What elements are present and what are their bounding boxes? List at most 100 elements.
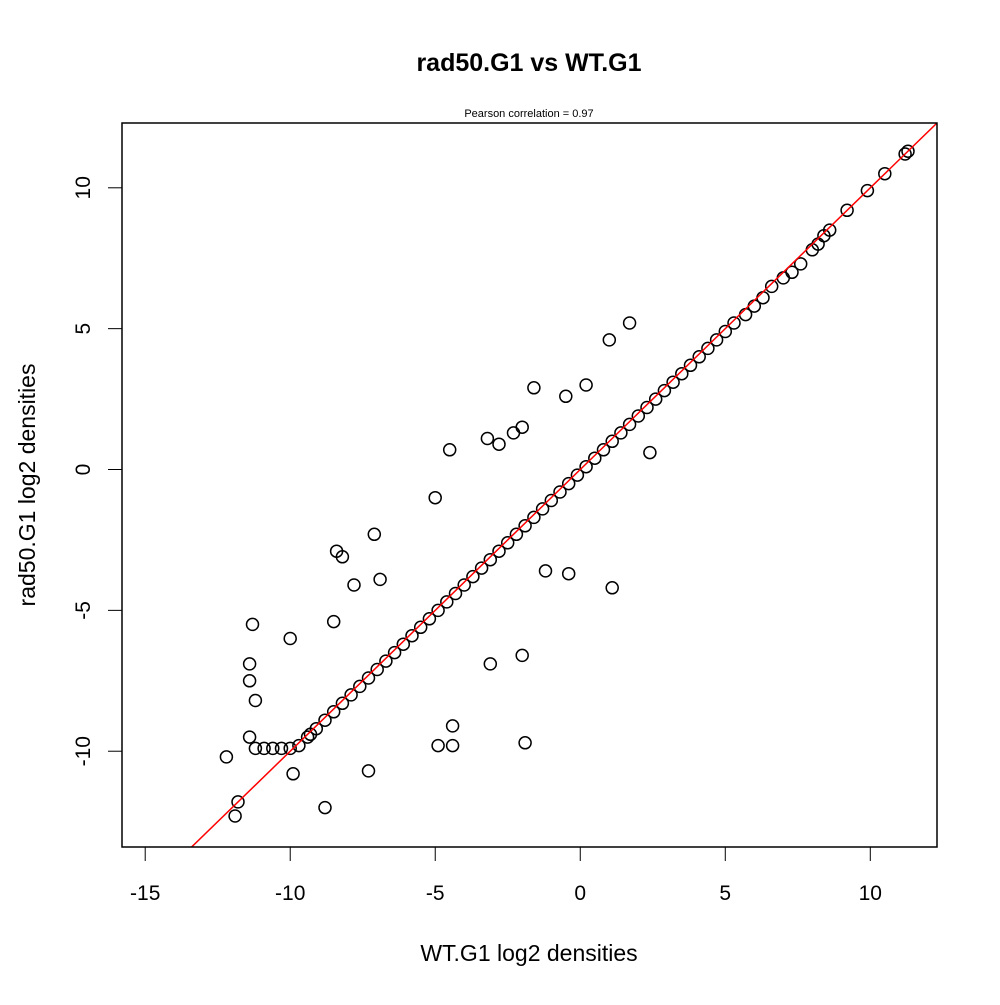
data-point [506,426,521,440]
data-point [318,800,332,815]
data-point [570,468,585,482]
data-point [666,375,680,389]
data-point [431,603,445,618]
y-tick-label: 0 [72,464,95,476]
data-point [483,552,498,567]
data-point [622,316,637,330]
data-point [527,510,541,525]
data-point [643,445,657,460]
y-tick-label: 5 [72,323,95,335]
y-tick-label: 10 [72,176,95,199]
data-point [535,502,550,516]
data-point [228,809,242,823]
data-point [326,705,341,719]
data-point [413,620,428,635]
fit-line [190,123,937,847]
x-tick-label: 5 [719,882,731,905]
data-point [373,572,387,587]
data-point [370,662,384,677]
data-point [675,366,689,381]
data-point [448,586,463,601]
data-point [361,671,376,685]
data-point [515,420,529,434]
data-point [901,144,915,158]
data-point [245,617,260,632]
data-point [718,324,733,339]
data-point [701,341,715,356]
data-point [242,657,257,671]
data-point [344,688,358,702]
data-point [396,637,411,651]
x-tick-label: 10 [859,882,882,905]
data-point [326,614,341,629]
data-point [492,544,506,558]
data-point [422,612,437,626]
x-tick-label: -5 [426,882,445,905]
data-point [605,581,619,595]
data-point [242,730,257,744]
data-point [518,736,532,750]
data-point [776,271,791,285]
data-point [602,333,617,347]
data-point [793,257,808,271]
data-point [474,561,489,575]
data-point [347,578,361,592]
data-point [353,679,367,694]
data-point [640,400,654,415]
data-point [283,631,297,646]
data-point [428,490,442,505]
data-point [266,741,280,756]
data-point [483,657,498,671]
data-point [878,166,892,181]
data-point [231,795,245,809]
data-point [257,741,271,756]
data-point [248,693,263,708]
data-point [242,674,257,688]
data-point [335,696,350,711]
data-point [898,147,912,161]
data-point [445,738,460,753]
x-axis-label: WT.G1 log2 densities [420,940,637,966]
data-point [274,741,289,756]
y-tick-label: -10 [72,736,95,766]
data-point [480,431,495,446]
data-point [579,378,593,392]
data-point [367,527,382,542]
data-point [840,203,854,218]
data-point [614,426,628,440]
data-point [683,358,698,373]
data-point [727,316,741,330]
data-point [538,564,553,578]
data-point [387,645,402,660]
data-point [588,451,602,465]
y-axis-label: rad50.G1 log2 densities [14,364,40,607]
data-point [431,738,445,753]
data-point [361,764,376,778]
data-point [509,527,524,542]
data-point [561,566,576,581]
data-point [318,713,332,727]
data-point [248,741,263,756]
data-point [300,730,315,744]
data-point [405,628,419,643]
data-point [622,417,637,432]
data-point [561,476,576,491]
data-point [648,392,663,406]
x-tick-label: 0 [574,882,586,905]
data-point [283,741,297,756]
plot-frame [121,122,938,848]
data-point [292,738,306,753]
data-point [457,578,471,592]
data-point [860,183,875,198]
data-point [440,595,454,609]
data-point [518,519,532,533]
data-point [527,381,541,395]
data-point [579,459,593,474]
data-point [738,307,753,322]
y-tick-label: -5 [72,601,95,620]
data-point [335,550,350,564]
data-point [709,333,724,347]
data-point [286,767,300,781]
